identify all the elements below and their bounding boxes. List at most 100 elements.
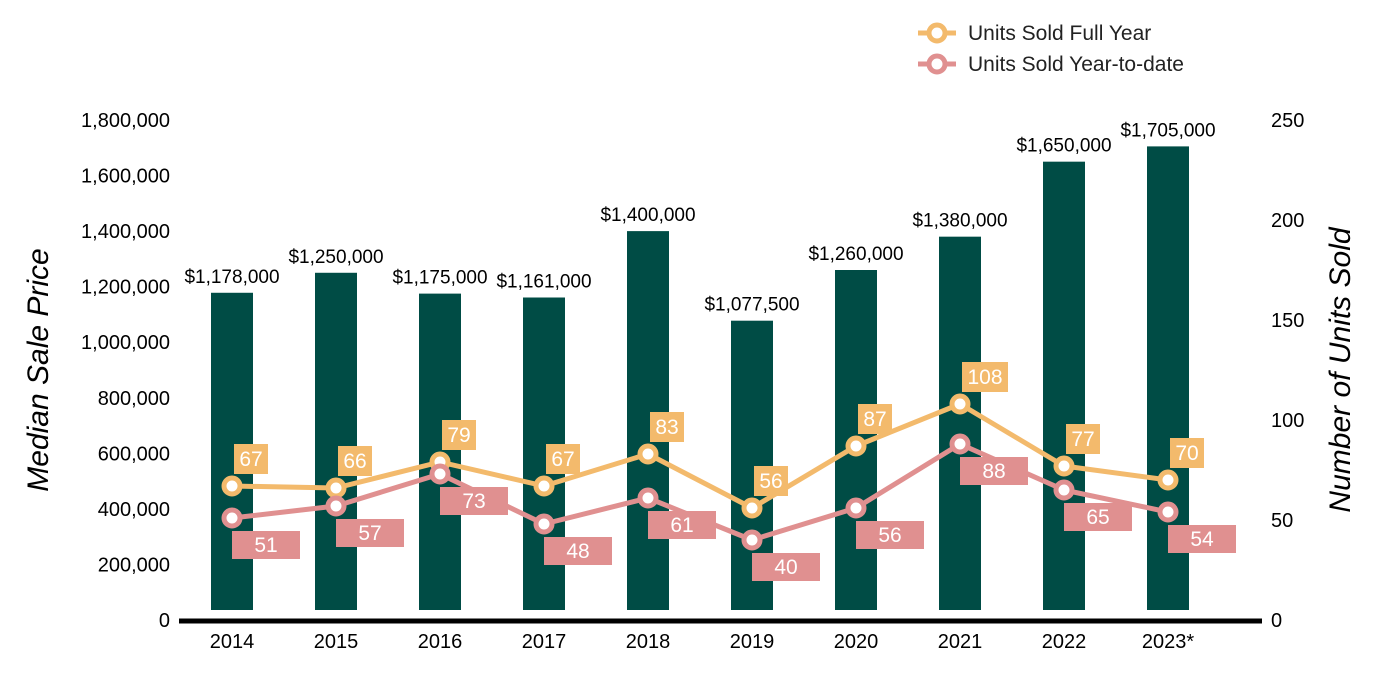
full-year-label-box [234, 444, 268, 474]
ytd-value-label: 57 [358, 522, 381, 545]
price-bar [1043, 161, 1085, 610]
full-year-point [845, 435, 867, 457]
full-year-value-label: 77 [1071, 428, 1094, 451]
ytd-label-box [544, 537, 612, 565]
ytd-label-box [336, 519, 404, 547]
ytd-value-label: 73 [462, 490, 485, 513]
price-bar-label: $1,178,000 [184, 267, 279, 288]
full-year-point [1053, 455, 1075, 477]
ytd-point [429, 463, 451, 485]
x-tick-label: 2016 [418, 631, 463, 653]
price-bar-label: $1,705,000 [1120, 120, 1215, 141]
price-bar-label: $1,650,000 [1016, 136, 1111, 157]
full-year-value-label: 56 [759, 470, 782, 493]
x-tick-label: 2015 [314, 631, 359, 653]
full-year-point [1157, 469, 1179, 491]
left-tick-label: 1,200,000 [81, 277, 170, 299]
left-tick-label: 1,400,000 [81, 221, 170, 243]
full-year-value-label: 67 [239, 448, 262, 471]
ytd-point [949, 433, 971, 455]
price-bar-label: $1,380,000 [912, 211, 1007, 232]
full-year-point [221, 475, 243, 497]
right-tick-label: 0 [1271, 610, 1282, 632]
x-tick-label: 2019 [730, 631, 775, 653]
full-year-label-box [754, 466, 788, 496]
legend: Units Sold Full Year Units Sold Year-to-… [918, 22, 1184, 76]
ytd-value-label: 56 [878, 524, 901, 547]
full-year-label-box [962, 362, 1008, 392]
price-bar [315, 272, 357, 610]
full-year-label-box [546, 444, 580, 474]
right-tick-label: 150 [1271, 310, 1304, 332]
full-year-value-label: 70 [1175, 442, 1198, 465]
ytd-point [325, 495, 347, 517]
ytd-point [1157, 501, 1179, 523]
ytd-label-box [960, 457, 1028, 485]
ytd-point [845, 497, 867, 519]
x-tick-label: 2017 [522, 631, 567, 653]
price-bar-label: $1,175,000 [392, 268, 487, 289]
ytd-value-label: 40 [774, 556, 797, 579]
ytd-point [741, 529, 763, 551]
legend-marker-full-year [926, 22, 948, 44]
full-year-label-box [858, 404, 892, 434]
legend-label-ytd: Units Sold Year-to-date [968, 53, 1184, 76]
x-tick-label: 2018 [626, 631, 671, 653]
right-tick-label: 100 [1271, 410, 1304, 432]
full-year-point [637, 443, 659, 465]
ytd-point [1053, 479, 1075, 501]
x-tick-label: 2020 [834, 631, 879, 653]
price-bar [939, 236, 981, 610]
ytd-label-box [1064, 503, 1132, 531]
price-bar-label: $1,260,000 [808, 244, 903, 265]
left-axis-ticks: 0 200,000 400,000 600,000 800,000 1,000,000 1,… [81, 110, 170, 632]
ytd-label-box [1168, 525, 1236, 553]
full-year-value-label: 67 [551, 448, 574, 471]
ytd-value-label: 65 [1086, 506, 1109, 529]
left-tick-label: 400,000 [98, 499, 170, 521]
ytd-value-label: 54 [1190, 528, 1214, 551]
full-year-value-label: 83 [655, 416, 678, 439]
right-axis-title: Number of Units Sold [1324, 226, 1357, 512]
x-axis-ticks: 2014 2015 2016 2017 2018 2019 2020 2021 2022 2023… [210, 631, 1195, 653]
value-labels: 67 66 79 67 83 56 87 108 77 70 51 57 73 48 61 40 56 88 65 5… [232, 362, 1236, 581]
full-year-value-label: 108 [967, 366, 1002, 389]
right-tick-label: 200 [1271, 210, 1304, 232]
right-tick-label: 250 [1271, 110, 1304, 132]
left-tick-label: 0 [159, 610, 170, 632]
x-tick-label: 2023* [1142, 631, 1194, 653]
full-year-line [231, 401, 1169, 511]
price-bar-label: $1,161,000 [496, 272, 591, 293]
right-tick-label: 50 [1271, 510, 1293, 532]
left-tick-label: 1,600,000 [81, 166, 170, 188]
left-tick-label: 600,000 [98, 443, 170, 465]
full-year-value-label: 66 [343, 450, 366, 473]
ytd-value-label: 61 [670, 514, 693, 537]
x-tick-label: 2014 [210, 631, 255, 653]
legend-marker-ytd [926, 53, 948, 75]
ytd-label-box [232, 531, 300, 559]
x-tick-label: 2022 [1042, 631, 1087, 653]
ytd-point [533, 513, 555, 535]
left-tick-label: 1,000,000 [81, 332, 170, 354]
ytd-point [221, 507, 243, 529]
ytd-label-box [856, 521, 924, 549]
left-axis-title: Median Sale Price [22, 248, 55, 491]
right-axis-ticks: 0 50 100 150 200 250 [1271, 110, 1304, 632]
ytd-label-box [648, 511, 716, 539]
ytd-value-label: 51 [254, 534, 277, 557]
price-bar-label: $1,077,500 [704, 295, 799, 316]
full-year-value-label: 87 [863, 408, 886, 431]
full-year-label-box [442, 420, 476, 450]
full-year-point [949, 393, 971, 415]
full-year-label-box [1066, 424, 1100, 454]
x-tick-label: 2021 [938, 631, 983, 653]
full-year-point [741, 497, 763, 519]
price-bar-label: $1,400,000 [600, 205, 695, 226]
full-year-point [325, 477, 347, 499]
full-year-point [533, 475, 555, 497]
full-year-label-box [338, 446, 372, 476]
left-tick-label: 200,000 [98, 554, 170, 576]
ytd-label-box [752, 553, 820, 581]
ytd-value-label: 88 [982, 460, 1005, 483]
